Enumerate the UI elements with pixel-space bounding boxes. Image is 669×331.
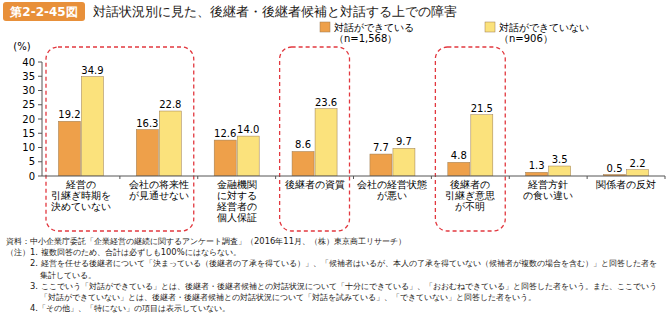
x-tick-label: 後継者の資質 xyxy=(285,179,345,190)
y-tick xyxy=(38,119,42,120)
y-tick xyxy=(38,147,42,148)
bar xyxy=(627,170,649,176)
y-tick xyxy=(38,161,42,162)
legend-swatch xyxy=(320,22,330,32)
bar xyxy=(448,162,470,176)
legend-swatch xyxy=(485,22,495,32)
y-tick-label: 5 xyxy=(29,156,35,167)
highlight-box xyxy=(46,47,194,231)
y-tick xyxy=(38,90,42,91)
y-tick xyxy=(38,104,42,105)
x-tick-label: 会社の将来性が見通せない xyxy=(129,179,189,201)
y-tick-label: 35 xyxy=(22,71,35,82)
x-tick-label: 関係者の反対 xyxy=(596,179,656,190)
data-label: 21.5 xyxy=(471,103,493,114)
bars xyxy=(58,77,648,176)
data-label: 23.6 xyxy=(315,97,337,108)
bar xyxy=(58,121,80,176)
data-label: 16.3 xyxy=(136,118,158,129)
data-label: 14.0 xyxy=(237,124,259,135)
y-tick-label: 40 xyxy=(22,57,35,68)
x-tick-label: 金融機関に対する経営者の個人保証 xyxy=(216,179,257,223)
y-tick-label: 25 xyxy=(22,99,35,110)
y-axis-label: (%) xyxy=(13,41,30,52)
x-tick-label: 経営の引継ぎ時期を決めていない xyxy=(51,179,111,212)
y-tick-label: 10 xyxy=(22,142,35,153)
highlight-box xyxy=(280,47,350,231)
title: 対話状況別に見た、後継者・後継者候補と対話する上での障害 xyxy=(93,4,457,19)
x-tick xyxy=(509,176,510,179)
bar xyxy=(471,115,493,176)
x-tick xyxy=(587,176,588,179)
bar xyxy=(237,136,259,176)
y-tick xyxy=(38,176,42,177)
data-label: 34.9 xyxy=(81,65,103,76)
data-label: 3.5 xyxy=(552,154,568,165)
x-tick-label: 後継者の引継ぎ意思が不明 xyxy=(445,179,495,212)
x-tick-label: 経営方針の食い違い xyxy=(523,179,573,201)
y-tick xyxy=(38,133,42,134)
data-label: 7.7 xyxy=(373,142,389,153)
y-tick xyxy=(38,76,42,77)
bar xyxy=(393,148,415,176)
x-tick-label: 会社の経営状態が悪い xyxy=(357,179,427,201)
bar xyxy=(81,77,103,176)
data-label: 8.6 xyxy=(295,139,311,150)
bar xyxy=(549,166,571,176)
note: 4.「その他」、「特にない」の項目は表示していない。 xyxy=(6,303,664,314)
legend-label: 対話ができている（n=1,568） xyxy=(334,22,414,44)
y-tick-label: 20 xyxy=(22,114,35,125)
legend-label: 対話ができていない（n=906） xyxy=(499,22,589,44)
data-label: 2.2 xyxy=(630,158,646,169)
note: 2. 経営を任せる後継者について「決まっている（後継者の了承を得ている）」、「候… xyxy=(6,258,664,280)
bar xyxy=(159,111,181,176)
bar xyxy=(136,130,158,176)
notes: 資料：中小企業庁委託「企業経営の継続に関するアンケート調査」（2016年11月、… xyxy=(6,236,664,314)
x-tick xyxy=(431,176,432,179)
note: （注）1. 複数回答のため、合計は必ずしも100%にはならない。 xyxy=(6,247,664,258)
note: 3. ここでいう「対話ができている」とは、後継者・後継者候補との対話状況について… xyxy=(6,281,664,303)
bar xyxy=(370,154,392,176)
data-label: 12.6 xyxy=(214,128,236,139)
data-label: 9.7 xyxy=(396,136,412,147)
x-tick xyxy=(119,176,120,179)
data-label: 4.8 xyxy=(451,150,467,161)
x-tick xyxy=(275,176,276,179)
y-tick-label: 15 xyxy=(22,128,35,139)
y-tick xyxy=(38,62,42,63)
bar xyxy=(526,172,548,176)
figure-label-box xyxy=(3,2,85,21)
bar xyxy=(292,151,314,176)
data-label: 22.8 xyxy=(159,99,181,110)
y-tick-label: 0 xyxy=(29,171,35,182)
x-tick xyxy=(665,176,666,179)
x-tick xyxy=(353,176,354,179)
source: 資料：中小企業庁委託「企業経営の継続に関するアンケート調査」（2016年11月、… xyxy=(6,236,664,247)
data-label: 0.5 xyxy=(607,163,623,174)
highlight-box xyxy=(435,47,505,231)
data-label: 19.2 xyxy=(58,109,80,120)
data-label: 1.3 xyxy=(529,160,545,171)
bar xyxy=(315,109,337,176)
y-tick-label: 30 xyxy=(22,85,35,96)
bar xyxy=(214,140,236,176)
figure-label: 第2-2-45図 xyxy=(9,5,77,19)
x-tick xyxy=(197,176,198,179)
